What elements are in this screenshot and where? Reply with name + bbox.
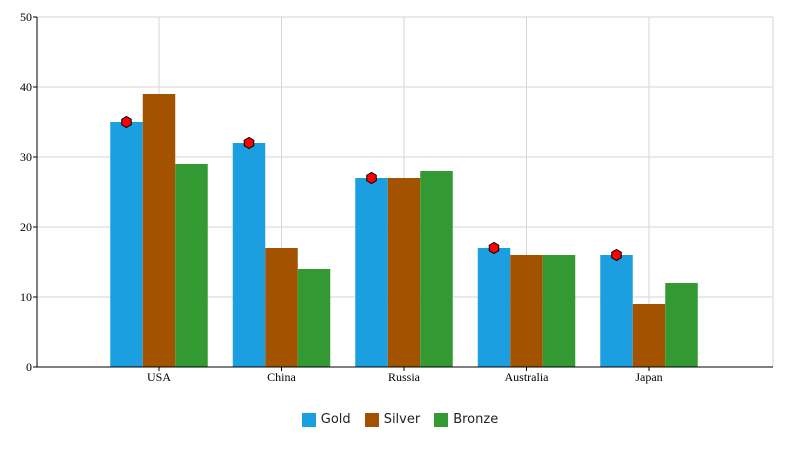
x-tick-label: Australia	[505, 370, 550, 384]
bar-gold-japan	[600, 255, 633, 367]
marker-china	[243, 136, 255, 150]
y-tick-label: 30	[20, 150, 32, 164]
bar-bronze-usa	[175, 164, 208, 367]
legend: Gold Silver Bronze	[0, 412, 800, 427]
bar-gold-russia	[355, 178, 388, 367]
marker-russia	[366, 171, 377, 185]
bar-silver-japan	[632, 304, 666, 367]
bars	[110, 94, 698, 367]
bar-gold-usa	[110, 122, 143, 367]
bar-bronze-russia	[420, 171, 453, 367]
x-tick-label: Japan	[635, 370, 662, 384]
bar-bronze-japan	[665, 283, 698, 367]
y-tick-label: 50	[20, 10, 32, 24]
legend-item-bronze[interactable]: Bronze	[434, 412, 498, 427]
legend-swatch	[434, 412, 449, 427]
x-tick-label: China	[267, 370, 296, 384]
legend-item-gold[interactable]: Gold	[301, 412, 351, 427]
y-tick-label: 0	[26, 360, 32, 374]
legend-swatch	[364, 412, 379, 427]
legend-swatch	[301, 412, 316, 427]
bar-gold-china	[232, 143, 266, 367]
legend-label: Bronze	[453, 412, 499, 427]
x-tick-label: USA	[147, 370, 171, 384]
y-tick-label: 10	[20, 290, 32, 304]
bar-silver-usa	[142, 94, 176, 367]
legend-label: Silver	[383, 412, 421, 427]
bar-bronze-australia	[542, 255, 576, 367]
bar-silver-australia	[510, 255, 543, 367]
legend-item-silver[interactable]: Silver	[364, 412, 421, 427]
legend-label: Gold	[320, 412, 351, 427]
x-tick-label: Russia	[388, 370, 421, 384]
y-tick-label: 40	[20, 80, 32, 94]
bar-bronze-china	[297, 269, 331, 367]
bar-gold-australia	[477, 248, 511, 367]
marker-usa	[121, 115, 132, 129]
axes: 0 10 20 30 40 50 USA China Russia Australia Japan	[20, 10, 773, 384]
bar-silver-china	[265, 248, 298, 367]
marker-australia	[488, 241, 500, 255]
markers	[121, 115, 622, 262]
bar-silver-russia	[387, 178, 421, 367]
y-tick-label: 20	[20, 220, 32, 234]
marker-japan	[611, 248, 622, 262]
